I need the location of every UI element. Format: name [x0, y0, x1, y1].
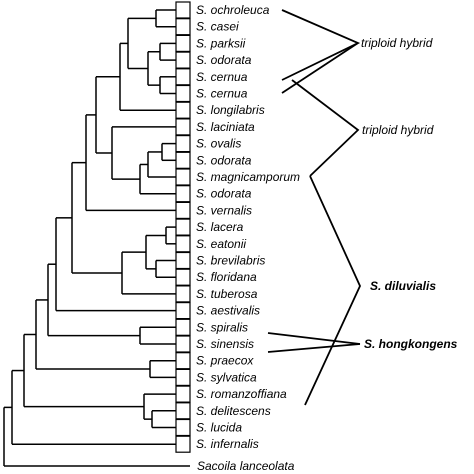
taxon-label: S. odorata — [196, 53, 252, 67]
taxon-label: S. laciniata — [196, 120, 255, 134]
taxon-box — [175, 368, 191, 386]
taxon-box — [175, 285, 191, 303]
taxon-box — [175, 18, 191, 36]
triploid-connector-upper-2 — [281, 42, 359, 94]
taxon-box — [175, 34, 191, 53]
taxon-box — [175, 51, 191, 69]
taxon-box — [175, 318, 191, 336]
taxon-box — [175, 435, 191, 453]
taxon-box — [175, 185, 191, 203]
triploid-connector-upper — [281, 9, 361, 81]
hongkongens-connector-b — [267, 343, 361, 353]
taxon-box — [175, 218, 191, 236]
taxon-box — [175, 235, 191, 253]
taxon-box — [175, 168, 191, 186]
tree-branches — [3, 9, 190, 467]
triploid-hybrid-label-2: triploid hybrid — [362, 123, 434, 137]
taxon-label: S. longilabris — [196, 103, 265, 117]
taxon-label: S. sylvatica — [196, 370, 257, 384]
taxon-label: S. romanzoffiana — [196, 387, 287, 401]
taxon-box — [175, 335, 191, 353]
taxon-label: S. tuberosa — [196, 287, 258, 301]
diluvialis-connector — [304, 175, 361, 406]
taxon-label: S. brevilabris — [196, 254, 265, 268]
triploid-hybrid-label-1: triploid hybrid — [361, 36, 433, 50]
taxon-box — [175, 402, 191, 420]
taxon-box — [175, 101, 191, 119]
taxon-label: S. cernua — [196, 70, 248, 84]
taxon-label: S. sinensis — [196, 337, 254, 351]
triploid-connector-lower — [291, 79, 360, 177]
taxon-box — [175, 68, 191, 86]
taxon-box — [175, 118, 191, 136]
outgroup-label: Sacoila lanceolata — [197, 459, 295, 473]
taxon-label: S. lacera — [196, 220, 244, 234]
taxon-box — [175, 268, 191, 286]
taxon-box — [175, 135, 191, 153]
taxon-box — [175, 84, 191, 103]
taxon-label: S. casei — [196, 20, 239, 34]
taxon-box — [175, 201, 191, 219]
taxon-boxes — [175, 1, 191, 453]
taxon-label: S. ovalis — [196, 137, 241, 151]
taxon-box — [175, 385, 191, 403]
taxon-box — [175, 352, 191, 370]
taxon-label: S. floridana — [196, 270, 257, 284]
taxon-label: S. spiralis — [196, 320, 248, 334]
taxon-box — [175, 251, 191, 270]
taxon-label: S. lucida — [196, 421, 242, 435]
s-diluvialis-label: S. diluvialis — [370, 279, 436, 293]
taxon-box — [175, 151, 191, 169]
taxon-label: S. parksii — [196, 36, 246, 50]
taxon-label: S. cernua — [196, 87, 248, 101]
taxon-label: S. infernalis — [196, 437, 259, 451]
taxon-labels: S. ochroleuca S. casei S. parksii S. odorat… — [196, 3, 300, 451]
s-hongkongens-label: S. hongkongens — [364, 337, 458, 351]
taxon-label: S. delitescens — [196, 404, 271, 418]
taxon-box — [175, 302, 191, 320]
taxon-label: S. magnicamporum — [196, 170, 300, 184]
taxon-label: S. vernalis — [196, 203, 252, 217]
taxon-label: S. eatonii — [196, 237, 246, 251]
taxon-label: S. aestivalis — [196, 304, 260, 318]
hongkongens-connector-a — [267, 332, 361, 345]
taxon-box — [175, 1, 191, 19]
taxon-label: S. odorata — [196, 187, 252, 201]
annotation-lines — [267, 9, 361, 406]
taxon-box — [175, 418, 191, 437]
taxon-label: S. odorata — [196, 153, 252, 167]
taxon-label: S. ochroleuca — [196, 3, 270, 17]
taxon-label: S. praecox — [196, 354, 254, 368]
